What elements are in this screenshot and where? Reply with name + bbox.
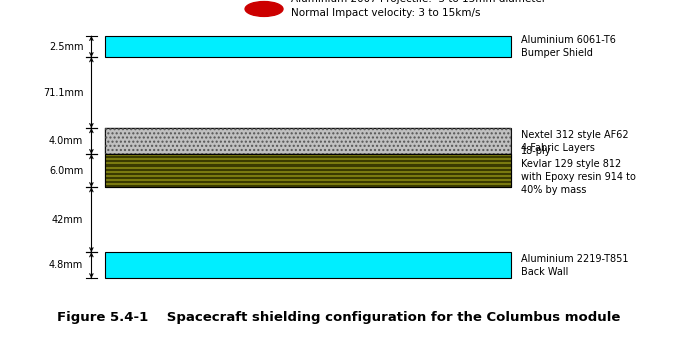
- Bar: [105, 252, 511, 278]
- Bar: [105, 181, 511, 183]
- Bar: [105, 158, 511, 160]
- Bar: [105, 171, 511, 173]
- Text: 2.5mm: 2.5mm: [49, 41, 83, 52]
- Text: Figure 5.4-1    Spacecraft shielding configuration for the Columbus module: Figure 5.4-1 Spacecraft shielding config…: [57, 311, 620, 324]
- Text: 18-ply
Kevlar 129 style 812
with Epoxy resin 914 to
40% by mass: 18-ply Kevlar 129 style 812 with Epoxy r…: [521, 146, 636, 195]
- Bar: [105, 179, 511, 181]
- Bar: [105, 173, 511, 175]
- Text: Nextel 312 style AF62
4 Fabric Layers: Nextel 312 style AF62 4 Fabric Layers: [521, 130, 629, 153]
- Bar: [105, 175, 511, 177]
- Bar: [105, 163, 511, 165]
- Bar: [105, 154, 511, 156]
- Bar: [105, 167, 511, 169]
- Bar: [105, 128, 511, 154]
- Bar: [105, 36, 511, 57]
- Bar: [105, 165, 511, 167]
- Bar: [105, 154, 511, 187]
- Ellipse shape: [245, 2, 283, 16]
- Text: Aluminium 6061-T6
Bumper Shield: Aluminium 6061-T6 Bumper Shield: [521, 35, 616, 58]
- Text: 4.0mm: 4.0mm: [49, 136, 83, 146]
- Bar: [105, 156, 511, 158]
- Bar: [105, 183, 511, 185]
- Bar: [105, 185, 511, 187]
- Text: Aluminium 2219-T851
Back Wall: Aluminium 2219-T851 Back Wall: [521, 254, 629, 277]
- Text: 4.8mm: 4.8mm: [49, 260, 83, 270]
- Text: 71.1mm: 71.1mm: [43, 88, 83, 98]
- Text: 6.0mm: 6.0mm: [49, 166, 83, 176]
- Bar: [105, 169, 511, 171]
- Bar: [105, 177, 511, 179]
- Bar: [105, 154, 511, 187]
- Text: 42mm: 42mm: [52, 215, 83, 225]
- Bar: [105, 128, 511, 154]
- Text: Aluminium 2007 Projectile:  3 to 15mm diameter
Normal Impact velocity: 3 to 15km: Aluminium 2007 Projectile: 3 to 15mm dia…: [291, 0, 546, 18]
- Bar: [105, 160, 511, 163]
